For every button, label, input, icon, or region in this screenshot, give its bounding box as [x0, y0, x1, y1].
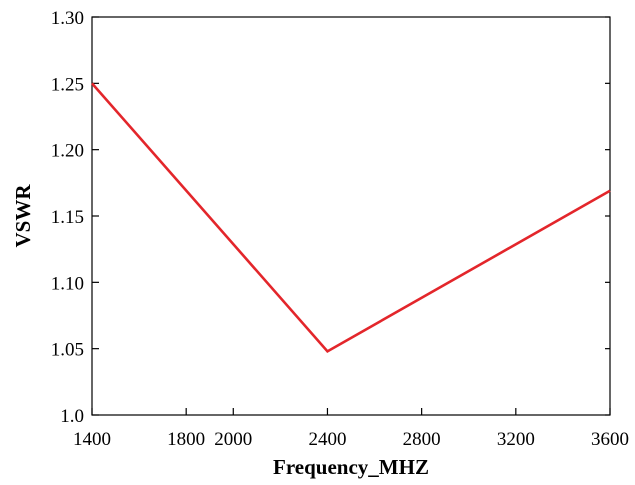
x-tick-label: 1400 [73, 429, 111, 450]
x-axis-ticks: 1400 1800 2000 2400 2800 3200 3600 [73, 408, 629, 450]
y-tick-label: 1.30 [51, 8, 84, 29]
y-tick-label: 1.25 [51, 74, 84, 95]
y-tick-label: 1.05 [51, 340, 84, 361]
plot-frame [91, 16, 611, 416]
x-tick-label: 3200 [497, 429, 535, 450]
y-axis-ticks: 1.0 1.05 1.10 1.15 1.20 1.25 1.30 [51, 8, 610, 427]
x-tick-label: 2000 [214, 429, 252, 450]
y-tick-label: 1.20 [51, 141, 84, 162]
x-tick-label: 2800 [403, 429, 441, 450]
y-tick-label: 1.0 [60, 406, 84, 427]
x-tick-label: 1800 [167, 429, 205, 450]
y-tick-label: 1.10 [51, 273, 84, 294]
x-axis-title: Frequency_MHZ [273, 455, 429, 479]
x-tick-label: 3600 [591, 429, 629, 450]
series-layer [91, 82, 611, 353]
x-tick-label: 2400 [308, 429, 346, 450]
y-tick-label: 1.15 [51, 207, 84, 228]
y-axis-title: VSWR [11, 184, 35, 248]
series-line-vswr [91, 82, 611, 353]
